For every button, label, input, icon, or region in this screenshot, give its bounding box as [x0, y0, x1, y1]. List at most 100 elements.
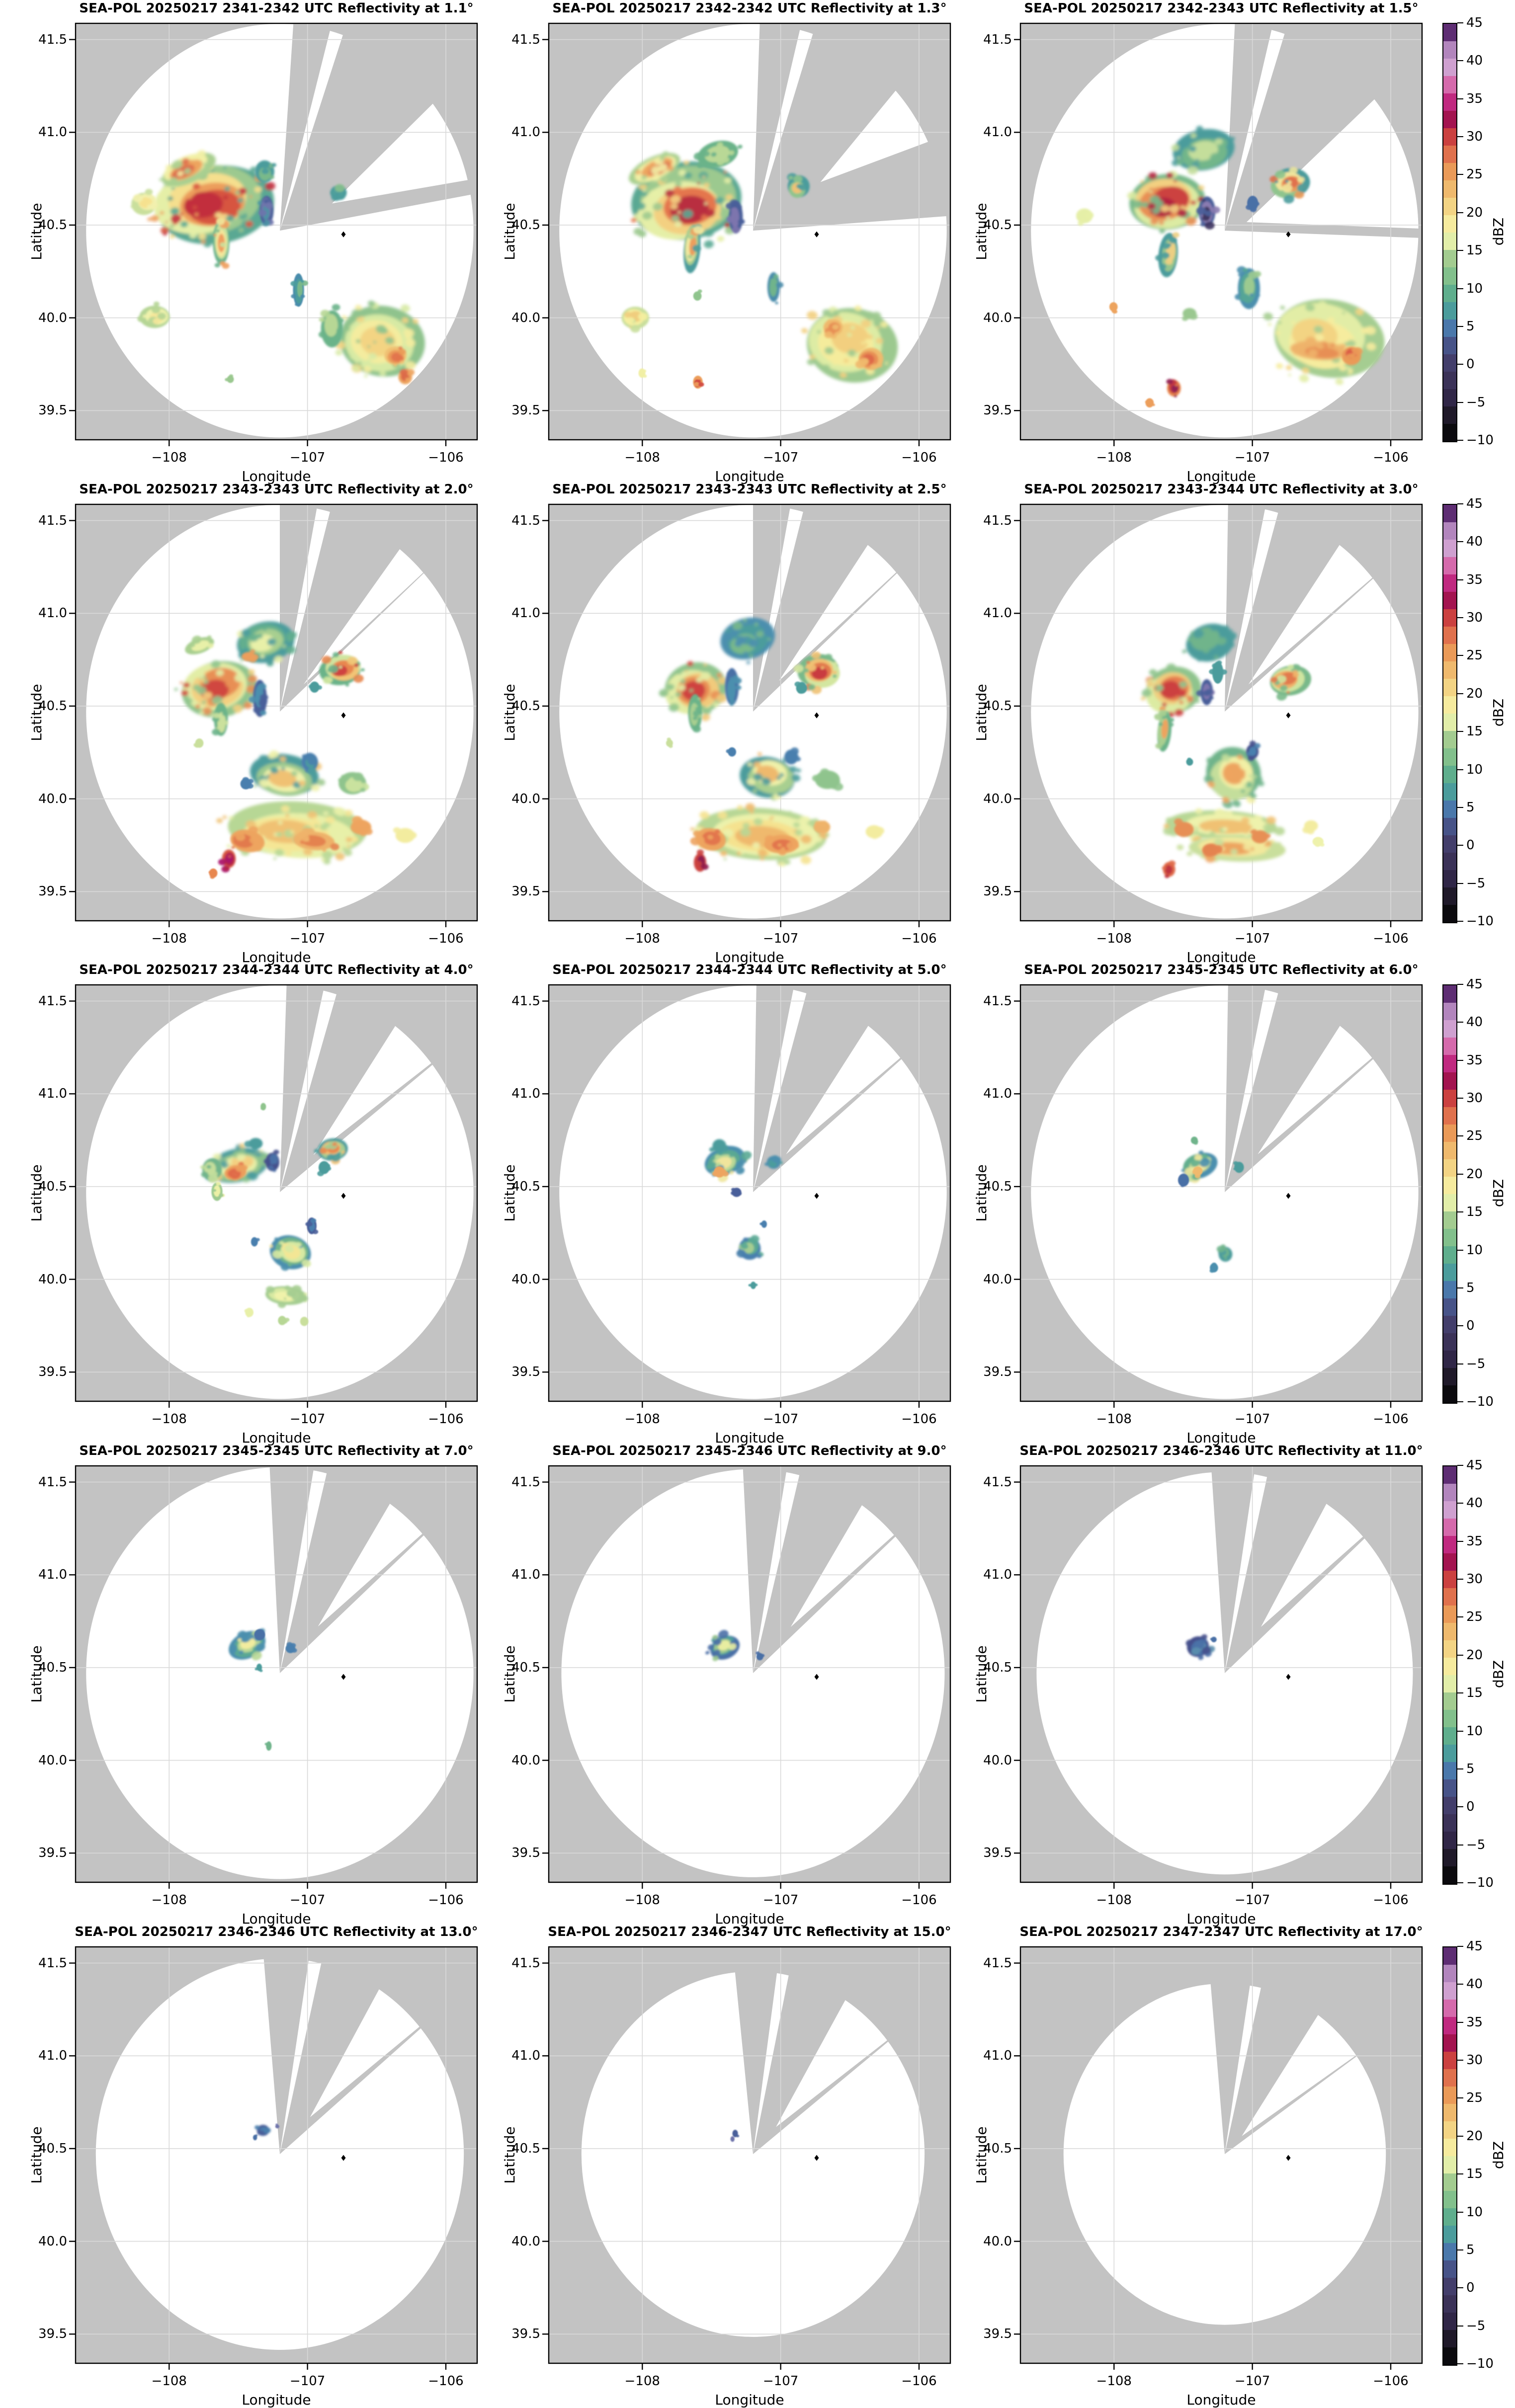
missing-sector: [753, 504, 791, 712]
y-tick-label: 41.0: [38, 1086, 67, 1102]
y-tick-label: 41.0: [983, 1567, 1012, 1583]
x-tick-label: −107: [762, 450, 799, 465]
colorbar-tick-label: −5: [1466, 1356, 1486, 1371]
colorbar-tick-label: −10: [1466, 1875, 1494, 1890]
echo-cluster: [693, 141, 743, 168]
echo-cluster: [621, 307, 650, 333]
echo-cluster: [1312, 837, 1325, 847]
echo-cluster: [193, 738, 204, 748]
y-tick-label: 41.5: [38, 1474, 67, 1490]
ppi-plot: [542, 1465, 951, 1889]
colorbar-tick-mark: [1457, 1401, 1463, 1402]
echo-cluster: [185, 635, 214, 655]
colorbar-tick-mark: [1457, 2021, 1463, 2023]
missing-sector: [732, 1946, 781, 2155]
echo-cluster: [1166, 379, 1181, 398]
colorbar-tick-mark: [1457, 1579, 1463, 1580]
axes-spine: [75, 984, 478, 1402]
y-tick-label: 39.5: [983, 403, 1012, 418]
axes-spine: [548, 1465, 951, 1883]
echo-cluster: [726, 747, 737, 757]
echo-cluster: [1270, 664, 1312, 701]
colorbar-tick-mark: [1457, 2325, 1463, 2327]
x-tick-label: −107: [289, 1893, 326, 1908]
radar-site-marker: [341, 231, 346, 238]
y-axis-label: Latitude: [28, 2126, 45, 2184]
x-tick-label: −108: [624, 1893, 660, 1908]
y-tick-label: 39.5: [511, 884, 540, 899]
y-tick-label: 41.5: [38, 513, 67, 528]
y-tick-label: 40.5: [38, 2141, 67, 2156]
colorbar-tick-label: 40: [1466, 534, 1483, 550]
y-tick-label: 40.5: [511, 1179, 540, 1194]
axes-spine: [75, 22, 478, 441]
echo-cluster: [300, 1316, 309, 1326]
panel-title: SEA-POL 20250217 2345-2346 UTC Reflectiv…: [552, 1444, 947, 1458]
y-axis-label: Latitude: [502, 203, 518, 260]
echo-cluster: [319, 651, 365, 687]
y-tick-label: 39.5: [511, 403, 540, 418]
colorbar-tick-label: 0: [1466, 1799, 1475, 1815]
x-tick-label: −108: [151, 931, 187, 946]
colorbar-tick-label: 5: [1466, 319, 1475, 334]
x-tick-label: −107: [1234, 2374, 1270, 2389]
y-tick-label: 41.0: [511, 125, 540, 140]
echo-cluster: [732, 2130, 740, 2138]
radar-site-marker: [1286, 1193, 1291, 1199]
echo-cluster: [794, 681, 807, 694]
axes-spine: [548, 984, 951, 1402]
ppi-plot: [1014, 1465, 1423, 1889]
echo-cluster: [756, 1651, 765, 1661]
panel-title: SEA-POL 20250217 2345-2345 UTC Reflectiv…: [1024, 963, 1419, 977]
x-axis-label: Longitude: [1186, 949, 1256, 965]
echo-cluster: [1154, 707, 1175, 752]
radar-site-marker: [1286, 2155, 1291, 2161]
echo-cluster: [305, 1217, 319, 1234]
x-tick-label: −107: [762, 2374, 799, 2389]
radar-site-marker: [814, 231, 819, 238]
x-tick-label: −108: [624, 450, 660, 465]
ppi-plot: [69, 1465, 478, 1889]
axes-spine: [548, 1946, 951, 2364]
y-tick-label: 41.0: [511, 2048, 540, 2064]
colorbar-tick-label: 25: [1466, 648, 1483, 663]
colorbar-tick-mark: [1457, 1540, 1463, 1542]
echo-cluster: [767, 272, 784, 305]
y-tick-label: 41.5: [511, 513, 540, 528]
echo-cluster: [265, 1285, 308, 1308]
colorbar-tick-label: −5: [1466, 2318, 1486, 2333]
echo-cluster: [705, 1630, 740, 1661]
panel-title: SEA-POL 20250217 2347-2347 UTC Reflectiv…: [1019, 1925, 1423, 1939]
echo-cluster: [1235, 266, 1262, 309]
colorbar-tick-mark: [1457, 2287, 1463, 2289]
echo-cluster: [137, 301, 170, 328]
colorbar-tick-label: 35: [1466, 572, 1483, 587]
missing-sector: [279, 504, 318, 712]
echo-cluster: [725, 668, 742, 706]
echo-cluster: [130, 189, 158, 215]
echo-cluster: [1186, 757, 1193, 766]
colorbar-tick-label: 20: [1466, 1166, 1483, 1182]
echo-cluster: [688, 694, 703, 733]
x-tick-label: −106: [428, 931, 464, 946]
x-tick-label: −106: [901, 1893, 937, 1908]
echo-cluster: [1192, 1166, 1203, 1179]
colorbar-tick-label: 20: [1466, 205, 1483, 220]
echo-cluster: [1290, 336, 1350, 361]
colorbar-tick-mark: [1457, 1325, 1463, 1327]
colorbar-tick-mark: [1457, 1984, 1463, 1985]
colorbar-tick-label: 0: [1466, 1318, 1475, 1334]
y-tick-label: 41.0: [511, 606, 540, 621]
y-tick-label: 40.0: [511, 2234, 540, 2249]
missing-sector: [279, 23, 332, 231]
y-tick-label: 41.5: [38, 1955, 67, 1971]
y-axis-label: Latitude: [973, 684, 990, 741]
echo-cluster: [720, 617, 775, 664]
colorbar-tick-mark: [1457, 2211, 1463, 2213]
panel-title: SEA-POL 20250217 2344-2344 UTC Reflectiv…: [79, 963, 474, 977]
colorbar-tick-mark: [1457, 212, 1463, 213]
y-tick-label: 41.0: [511, 1567, 540, 1583]
x-tick-label: −106: [901, 450, 937, 465]
y-tick-label: 41.5: [38, 993, 67, 1009]
colorbar-tick-mark: [1457, 401, 1463, 403]
